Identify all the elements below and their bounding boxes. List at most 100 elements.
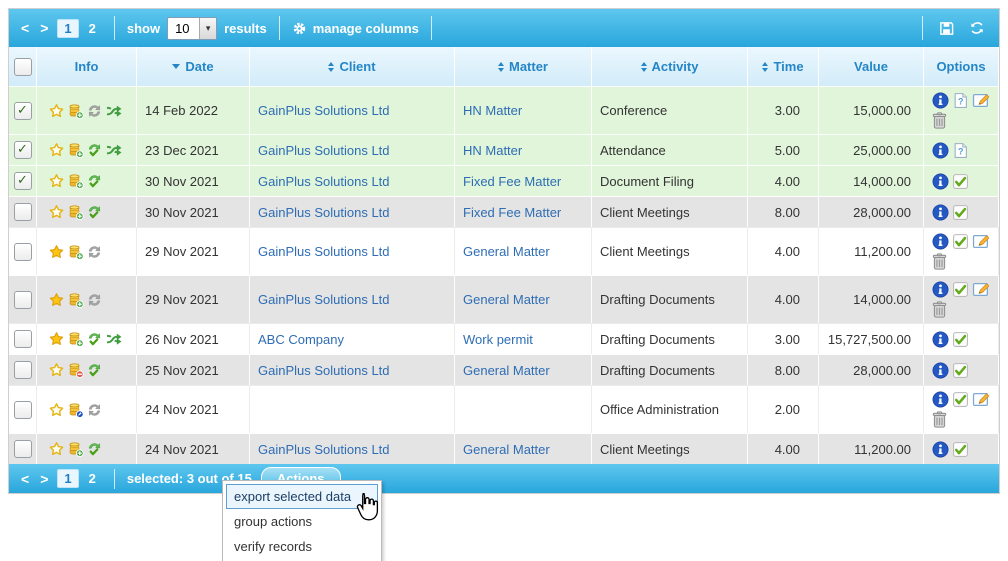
star-outline-icon[interactable] bbox=[48, 142, 65, 158]
edit-icon[interactable] bbox=[972, 92, 991, 109]
row-checkbox[interactable]: ✓ bbox=[13, 101, 32, 120]
coins-add-icon bbox=[67, 441, 84, 457]
matter-link[interactable]: Work permit bbox=[455, 323, 592, 354]
delete-icon[interactable] bbox=[932, 301, 947, 318]
verify-icon[interactable] bbox=[952, 204, 969, 221]
table-row: 29 Nov 2021 GainPlus Solutions Ltd General… bbox=[9, 227, 999, 275]
bottom-page-2[interactable]: 2 bbox=[88, 471, 96, 486]
client-link[interactable]: GainPlus Solutions Ltd bbox=[250, 86, 455, 134]
actions-menu-item-export-selected-data[interactable]: export selected data bbox=[226, 484, 378, 509]
page-size-value: 10 bbox=[175, 20, 190, 36]
star-outline-icon[interactable] bbox=[48, 441, 65, 457]
top-page-1[interactable]: 1 bbox=[57, 18, 79, 38]
row-select-cell bbox=[9, 196, 37, 227]
info-icon[interactable] bbox=[932, 391, 949, 408]
edit-icon[interactable] bbox=[972, 281, 991, 298]
edit-icon[interactable] bbox=[972, 391, 991, 408]
delete-icon[interactable] bbox=[932, 411, 947, 428]
value-cell: 11,200.00 bbox=[819, 227, 924, 275]
client-link[interactable]: ABC Company bbox=[250, 323, 455, 354]
verify-icon[interactable] bbox=[952, 441, 969, 458]
info-icon[interactable] bbox=[932, 331, 949, 348]
client-link[interactable]: GainPlus Solutions Ltd bbox=[250, 196, 455, 227]
star-outline-icon[interactable] bbox=[48, 173, 65, 189]
client-link[interactable]: GainPlus Solutions Ltd bbox=[250, 165, 455, 196]
preview-icon[interactable]: ? bbox=[952, 92, 969, 109]
verify-icon[interactable] bbox=[952, 281, 969, 298]
preview-icon[interactable]: ? bbox=[952, 142, 969, 159]
matter-link[interactable]: Fixed Fee Matter bbox=[455, 196, 592, 227]
info-icon[interactable] bbox=[932, 362, 949, 379]
column-header-date[interactable]: Date bbox=[137, 47, 250, 86]
star-outline-icon[interactable] bbox=[48, 402, 65, 418]
star-outline-icon[interactable] bbox=[48, 103, 65, 119]
row-checkbox[interactable] bbox=[13, 440, 32, 458]
client-link[interactable]: GainPlus Solutions Ltd bbox=[250, 227, 455, 275]
info-cell bbox=[37, 433, 137, 464]
info-icon[interactable] bbox=[932, 173, 949, 190]
info-icon[interactable] bbox=[932, 281, 949, 298]
star-filled-icon[interactable] bbox=[48, 331, 65, 347]
sync-verified-icon bbox=[86, 331, 103, 347]
info-icon[interactable] bbox=[932, 92, 949, 109]
row-checkbox[interactable] bbox=[13, 203, 32, 221]
verify-icon[interactable] bbox=[952, 173, 969, 190]
select-all-checkbox[interactable] bbox=[13, 57, 32, 76]
row-checkbox[interactable] bbox=[13, 400, 32, 419]
edit-icon[interactable] bbox=[972, 233, 991, 250]
column-header-matter[interactable]: Matter bbox=[455, 47, 592, 86]
next-page-button[interactable]: > bbox=[40, 470, 49, 487]
info-icon[interactable] bbox=[932, 233, 949, 250]
star-filled-icon[interactable] bbox=[48, 292, 65, 308]
prev-page-button[interactable]: < bbox=[21, 20, 30, 36]
client-link[interactable]: GainPlus Solutions Ltd bbox=[250, 275, 455, 323]
info-icon[interactable] bbox=[932, 441, 949, 458]
row-checkbox[interactable] bbox=[13, 242, 32, 261]
column-header-activity[interactable]: Activity bbox=[592, 47, 748, 86]
row-checkbox[interactable] bbox=[13, 290, 32, 309]
actions-menu-item-group-actions[interactable]: group actions bbox=[234, 514, 313, 529]
manage-columns-button[interactable]: manage columns bbox=[292, 21, 419, 36]
row-checkbox[interactable]: ✓ bbox=[13, 172, 32, 190]
column-header-time[interactable]: Time bbox=[748, 47, 819, 86]
next-page-button[interactable]: > bbox=[40, 20, 49, 36]
top-page-2[interactable]: 2 bbox=[88, 20, 96, 36]
table-row: 30 Nov 2021 GainPlus Solutions Ltd Fixed F… bbox=[9, 196, 999, 227]
value-cell: 11,200.00 bbox=[819, 433, 924, 464]
matter-link[interactable]: HN Matter bbox=[455, 134, 592, 165]
client-link[interactable]: GainPlus Solutions Ltd bbox=[250, 354, 455, 385]
refresh-icon[interactable] bbox=[969, 20, 985, 36]
matter-link[interactable]: General Matter bbox=[455, 275, 592, 323]
matter-link[interactable]: Fixed Fee Matter bbox=[455, 165, 592, 196]
star-outline-icon[interactable] bbox=[48, 362, 65, 378]
matter-link[interactable]: HN Matter bbox=[455, 86, 592, 134]
matter-link[interactable]: General Matter bbox=[455, 433, 592, 464]
time-cell: 3.00 bbox=[748, 86, 819, 134]
verify-icon[interactable] bbox=[952, 391, 969, 408]
delete-icon[interactable] bbox=[932, 253, 947, 270]
info-icon[interactable] bbox=[932, 204, 949, 221]
info-cell bbox=[37, 196, 137, 227]
row-checkbox[interactable] bbox=[13, 330, 32, 348]
star-outline-icon[interactable] bbox=[48, 204, 65, 220]
info-icon[interactable] bbox=[932, 142, 949, 159]
client-link[interactable]: GainPlus Solutions Ltd bbox=[250, 433, 455, 464]
row-checkbox[interactable] bbox=[13, 361, 32, 379]
matter-link[interactable]: General Matter bbox=[455, 227, 592, 275]
save-icon[interactable] bbox=[939, 21, 954, 36]
verify-icon[interactable] bbox=[952, 233, 969, 250]
verify-icon[interactable] bbox=[952, 362, 969, 379]
sync-verified-icon bbox=[86, 173, 103, 189]
row-checkbox[interactable]: ✓ bbox=[13, 141, 32, 159]
column-header-client[interactable]: Client bbox=[250, 47, 455, 86]
star-filled-icon[interactable] bbox=[48, 244, 65, 260]
client-link[interactable]: GainPlus Solutions Ltd bbox=[250, 134, 455, 165]
coins-add-icon bbox=[67, 204, 84, 220]
prev-page-button[interactable]: < bbox=[21, 470, 30, 487]
page-size-select[interactable]: 10 ▾ bbox=[167, 16, 218, 40]
bottom-page-1[interactable]: 1 bbox=[57, 469, 79, 488]
delete-icon[interactable] bbox=[932, 112, 947, 129]
matter-link[interactable]: General Matter bbox=[455, 354, 592, 385]
verify-icon[interactable] bbox=[952, 331, 969, 348]
actions-menu-item-verify-records[interactable]: verify records bbox=[234, 539, 313, 554]
